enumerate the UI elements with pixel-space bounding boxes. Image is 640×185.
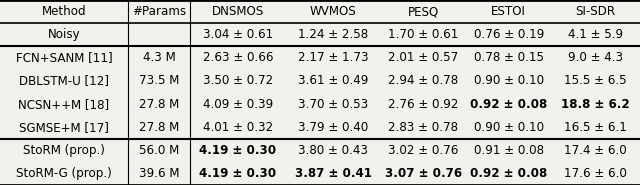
Text: 2.76 ± 0.92: 2.76 ± 0.92 bbox=[388, 97, 459, 111]
Text: 0.92 ± 0.08: 0.92 ± 0.08 bbox=[470, 97, 547, 111]
Text: 4.1 ± 5.9: 4.1 ± 5.9 bbox=[568, 28, 623, 41]
Text: WVMOS: WVMOS bbox=[310, 5, 356, 18]
Text: FCN+SANM [11]: FCN+SANM [11] bbox=[16, 51, 112, 64]
Text: 3.70 ± 0.53: 3.70 ± 0.53 bbox=[298, 97, 368, 111]
Text: Noisy: Noisy bbox=[48, 28, 80, 41]
Text: 17.4 ± 6.0: 17.4 ± 6.0 bbox=[564, 144, 627, 157]
Text: DNSMOS: DNSMOS bbox=[212, 5, 264, 18]
Text: 73.5 M: 73.5 M bbox=[139, 74, 179, 88]
Text: 0.90 ± 0.10: 0.90 ± 0.10 bbox=[474, 121, 544, 134]
Text: 56.0 M: 56.0 M bbox=[139, 144, 179, 157]
Text: 39.6 M: 39.6 M bbox=[139, 167, 179, 180]
Text: PESQ: PESQ bbox=[408, 5, 439, 18]
Text: 9.0 ± 4.3: 9.0 ± 4.3 bbox=[568, 51, 623, 64]
Text: StoRM-G (prop.): StoRM-G (prop.) bbox=[16, 167, 112, 180]
Text: 0.76 ± 0.19: 0.76 ± 0.19 bbox=[474, 28, 544, 41]
Text: 1.70 ± 0.61: 1.70 ± 0.61 bbox=[388, 28, 459, 41]
Text: 3.80 ± 0.43: 3.80 ± 0.43 bbox=[298, 144, 368, 157]
Text: 0.92 ± 0.08: 0.92 ± 0.08 bbox=[470, 167, 547, 180]
Text: DBLSTM-U [12]: DBLSTM-U [12] bbox=[19, 74, 109, 88]
Text: StoRM (prop.): StoRM (prop.) bbox=[23, 144, 105, 157]
Text: 2.17 ± 1.73: 2.17 ± 1.73 bbox=[298, 51, 369, 64]
Text: #Params: #Params bbox=[132, 5, 186, 18]
Text: 16.5 ± 6.1: 16.5 ± 6.1 bbox=[564, 121, 627, 134]
Text: NCSN++M [18]: NCSN++M [18] bbox=[19, 97, 109, 111]
Text: 15.5 ± 6.5: 15.5 ± 6.5 bbox=[564, 74, 627, 88]
Text: SI-SDR: SI-SDR bbox=[575, 5, 616, 18]
Text: 2.83 ± 0.78: 2.83 ± 0.78 bbox=[388, 121, 458, 134]
Text: 3.07 ± 0.76: 3.07 ± 0.76 bbox=[385, 167, 462, 180]
Text: 3.04 ± 0.61: 3.04 ± 0.61 bbox=[203, 28, 273, 41]
Text: 2.63 ± 0.66: 2.63 ± 0.66 bbox=[203, 51, 273, 64]
Text: 4.01 ± 0.32: 4.01 ± 0.32 bbox=[203, 121, 273, 134]
Text: 4.19 ± 0.30: 4.19 ± 0.30 bbox=[200, 167, 276, 180]
Text: 27.8 M: 27.8 M bbox=[139, 97, 179, 111]
Text: SGMSE+M [17]: SGMSE+M [17] bbox=[19, 121, 109, 134]
Text: 4.3 M: 4.3 M bbox=[143, 51, 175, 64]
Text: 3.61 ± 0.49: 3.61 ± 0.49 bbox=[298, 74, 368, 88]
Text: 0.90 ± 0.10: 0.90 ± 0.10 bbox=[474, 74, 544, 88]
Text: 3.79 ± 0.40: 3.79 ± 0.40 bbox=[298, 121, 368, 134]
Text: 4.09 ± 0.39: 4.09 ± 0.39 bbox=[203, 97, 273, 111]
Text: 0.78 ± 0.15: 0.78 ± 0.15 bbox=[474, 51, 544, 64]
Text: 18.8 ± 6.2: 18.8 ± 6.2 bbox=[561, 97, 630, 111]
Text: 0.91 ± 0.08: 0.91 ± 0.08 bbox=[474, 144, 544, 157]
Text: 4.19 ± 0.30: 4.19 ± 0.30 bbox=[200, 144, 276, 157]
Text: Method: Method bbox=[42, 5, 86, 18]
Text: ESTOI: ESTOI bbox=[492, 5, 526, 18]
Text: 1.24 ± 2.58: 1.24 ± 2.58 bbox=[298, 28, 368, 41]
Text: 2.01 ± 0.57: 2.01 ± 0.57 bbox=[388, 51, 458, 64]
Text: 17.6 ± 6.0: 17.6 ± 6.0 bbox=[564, 167, 627, 180]
Text: 3.87 ± 0.41: 3.87 ± 0.41 bbox=[294, 167, 372, 180]
Text: 27.8 M: 27.8 M bbox=[139, 121, 179, 134]
Text: 3.50 ± 0.72: 3.50 ± 0.72 bbox=[203, 74, 273, 88]
Text: 2.94 ± 0.78: 2.94 ± 0.78 bbox=[388, 74, 458, 88]
Text: 3.02 ± 0.76: 3.02 ± 0.76 bbox=[388, 144, 459, 157]
